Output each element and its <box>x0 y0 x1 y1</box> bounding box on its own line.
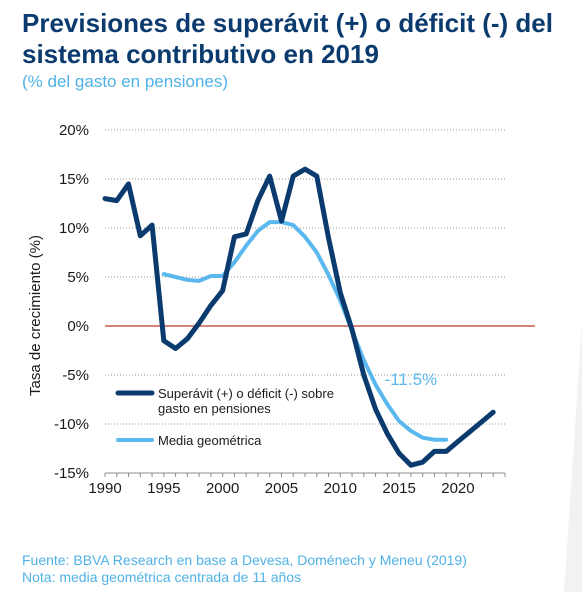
y-axis-title: Tasa de crecimiento (%) <box>27 235 44 396</box>
x-tick-label: 2005 <box>265 480 298 497</box>
x-tick-label: 2010 <box>324 480 357 497</box>
legend-label: Media geométrica <box>158 433 262 448</box>
y-tick-label: -15% <box>54 465 89 482</box>
x-tick-label: 2000 <box>206 480 239 497</box>
chart-title: Previsiones de superávit (+) o déficit (… <box>22 8 553 69</box>
y-tick-label: 10% <box>59 220 89 237</box>
x-tick-label: 1990 <box>88 480 121 497</box>
y-tick-label: -5% <box>62 367 89 384</box>
y-tick-label: 5% <box>67 269 89 286</box>
legend-label: Superávit (+) o déficit (-) sobre gasto e… <box>158 386 334 416</box>
method-footnote: Nota: media geométrica centrada de 11 añ… <box>22 569 302 585</box>
y-tick-label: 20% <box>59 122 89 139</box>
line-chart: 20% 15% 10% 5% 0% -5% -10% -15%1990 1995 2000 2005… <box>27 122 535 497</box>
source-footnote: Fuente: BBVA Research en base a Devesa, … <box>22 552 467 568</box>
x-tick-label: 2020 <box>441 480 474 497</box>
series-line-superavit <box>102 166 496 468</box>
decorative-corner <box>564 322 582 592</box>
y-tick-label: 0% <box>67 318 89 335</box>
chart-subtitle: (% del gasto en pensiones) <box>22 72 229 91</box>
y-tick-label: -10% <box>54 416 89 433</box>
series-line-media-geometrica <box>161 220 449 442</box>
x-tick-label: 2015 <box>382 480 415 497</box>
x-tick-label: 1995 <box>147 480 180 497</box>
y-tick-label: 15% <box>59 171 89 188</box>
annotation-label: -11.5% <box>385 370 438 389</box>
